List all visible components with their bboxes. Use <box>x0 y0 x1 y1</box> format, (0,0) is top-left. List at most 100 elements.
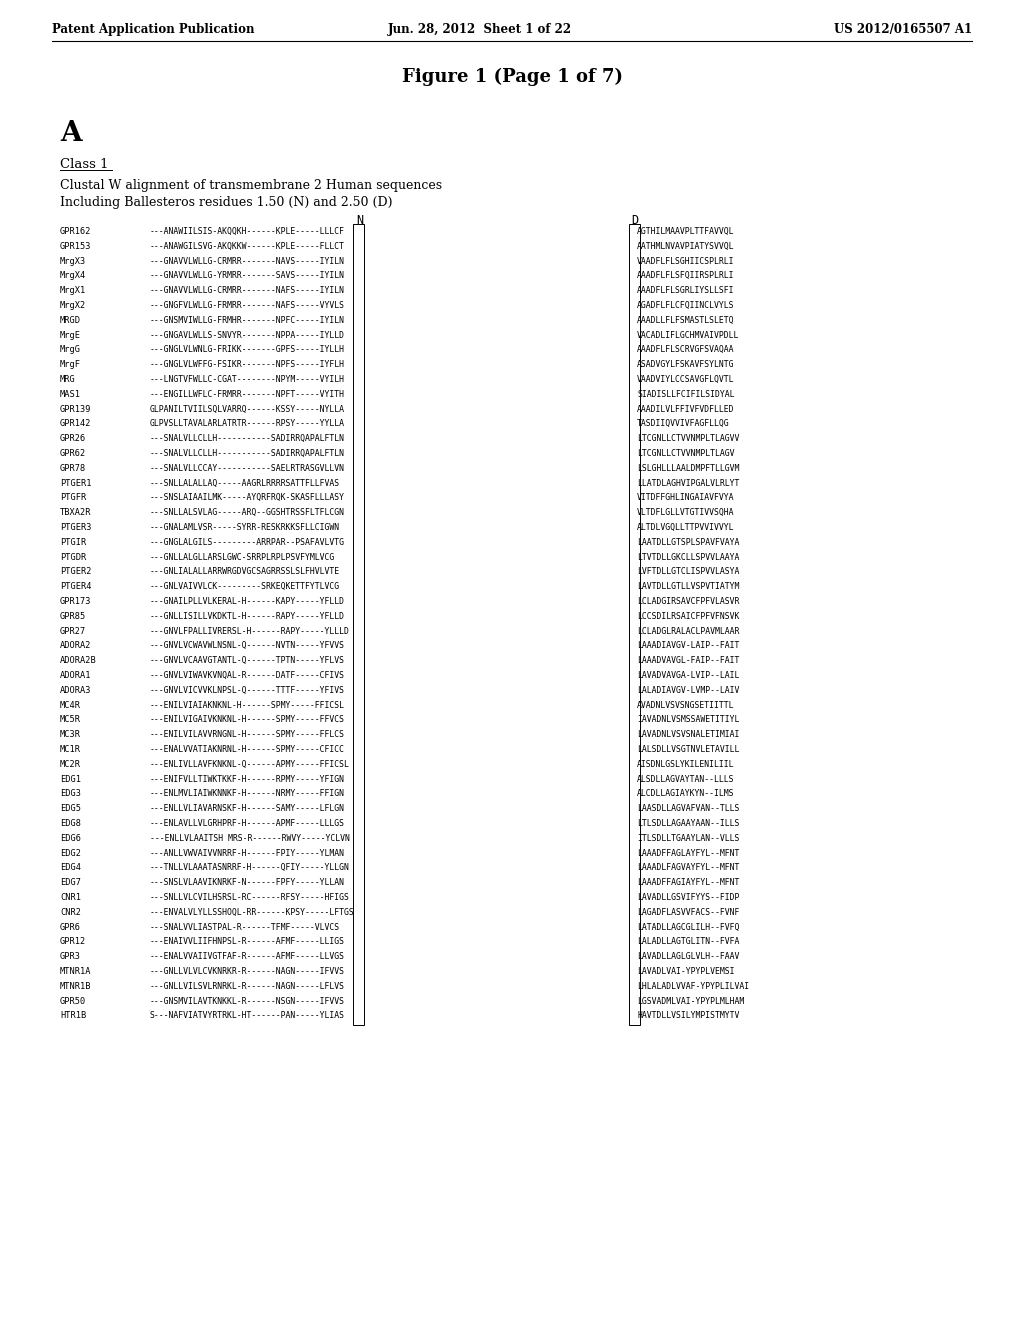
Text: ---GNGLVLWFFG-FSIKR-------NPFS-----IYFLH: ---GNGLVLWFFG-FSIKR-------NPFS-----IYFLH <box>150 360 345 370</box>
Text: ---ENALVVAIIVGTFAF-R------AFMF-----LLVGS: ---ENALVVAIIVGTFAF-R------AFMF-----LLVGS <box>150 952 345 961</box>
Text: ---GNAVVLWLLG-CRMRR-------NAFS-----IYILN: ---GNAVVLWLLG-CRMRR-------NAFS-----IYILN <box>150 286 345 296</box>
Text: ---SNLLVLCVILHSRSL-RC------RFSY-----HFIGS: ---SNLLVLCVILHSRSL-RC------RFSY-----HFIG… <box>150 894 350 902</box>
Text: ---GNLIALALLARRWRGDVGCSAGRRSSLSLFHVLVTE: ---GNLIALALLARRWRGDVGCSAGRRSSLSLFHVLVTE <box>150 568 340 577</box>
Text: LLATDLAGHVIPGALVLRLYT: LLATDLAGHVIPGALVLRLYT <box>637 479 739 487</box>
Text: ---ANAWIILSIS-AKQQKH------KPLE-----LLLCF: ---ANAWIILSIS-AKQQKH------KPLE-----LLLCF <box>150 227 345 236</box>
Text: LALADIAVGV-LVMP--LAIV: LALADIAVGV-LVMP--LAIV <box>637 686 739 694</box>
Text: ---ENAIVVLIIFHNPSL-R------AFMF-----LLIGS: ---ENAIVVLIIFHNPSL-R------AFMF-----LLIGS <box>150 937 345 946</box>
Text: GPR78: GPR78 <box>60 463 86 473</box>
Text: LAASDLLAGVAFVAN--TLLS: LAASDLLAGVAFVAN--TLLS <box>637 804 739 813</box>
Text: ---SNALVLLCCAY-----------SAELRTRASGVLLVN: ---SNALVLLCCAY-----------SAELRTRASGVLLVN <box>150 463 345 473</box>
Text: ---TNLLVLAAATASNRRF-H------QFIY-----YLLGN: ---TNLLVLAAATASNRRF-H------QFIY-----YLLG… <box>150 863 350 873</box>
Text: PTGER1: PTGER1 <box>60 479 91 487</box>
Text: ---GNVLVICVVKLNPSL-Q------TTTF-----YFIVS: ---GNVLVICVVKLNPSL-Q------TTTF-----YFIVS <box>150 686 345 694</box>
Text: HTR1B: HTR1B <box>60 1011 86 1020</box>
Text: ---GNVLVCWAVWLNSNL-Q------NVTN-----YFVVS: ---GNVLVCWAVWLNSNL-Q------NVTN-----YFVVS <box>150 642 345 651</box>
Text: LALADLLAGTGLITN--FVFA: LALADLLAGTGLITN--FVFA <box>637 937 739 946</box>
Text: PTGER4: PTGER4 <box>60 582 91 591</box>
Text: GPR26: GPR26 <box>60 434 86 444</box>
Text: LTLSDLLAGAAYAAN--ILLS: LTLSDLLAGAAYAAN--ILLS <box>637 818 739 828</box>
Text: ---GNLLVLVLCVKNRKR-R------NAGN-----IFVVS: ---GNLLVLVLCVKNRKR-R------NAGN-----IFVVS <box>150 968 345 975</box>
Text: EDG7: EDG7 <box>60 878 81 887</box>
Text: S---NAFVIATVYRTRKL-HT------PAN-----YLIAS: S---NAFVIATVYRTRKL-HT------PAN-----YLIAS <box>150 1011 345 1020</box>
Text: GPR27: GPR27 <box>60 627 86 636</box>
Text: AGADFLFLCFQIINCLVYLS: AGADFLFLCFQIINCLVYLS <box>637 301 734 310</box>
Text: Jun. 28, 2012  Sheet 1 of 22: Jun. 28, 2012 Sheet 1 of 22 <box>388 22 572 36</box>
Text: EDG5: EDG5 <box>60 804 81 813</box>
Text: LAGADFLASVVFACS--FVNF: LAGADFLASVVFACS--FVNF <box>637 908 739 917</box>
Text: ---GNSMVILAVTKNKKL-R------NSGN-----IFVVS: ---GNSMVILAVTKNKKL-R------NSGN-----IFVVS <box>150 997 345 1006</box>
Text: ---SNSLAIAAILMK-----AYQRFRQK-SKASFLLLASY: ---SNSLAIAAILMK-----AYQRFRQK-SKASFLLLASY <box>150 494 345 503</box>
Text: GPR85: GPR85 <box>60 611 86 620</box>
Text: MAS1: MAS1 <box>60 389 81 399</box>
Text: PTGER2: PTGER2 <box>60 568 91 577</box>
Text: ITLSDLLTGAAYLAN--VLLS: ITLSDLLTGAAYLAN--VLLS <box>637 834 739 842</box>
Text: AAADFLFLSFQIIRSPLRLI: AAADFLFLSFQIIRSPLRLI <box>637 272 734 280</box>
Text: ---ANAWGILSVG-AKQKKW------KPLE-----FLLCT: ---ANAWGILSVG-AKQKKW------KPLE-----FLLCT <box>150 242 345 251</box>
Bar <box>629 224 640 1026</box>
Text: ---SNALVLLCLLH-----------SADIRRQAPALFTLN: ---SNALVLLCLLH-----------SADIRRQAPALFTLN <box>150 449 345 458</box>
Text: AAADFLFLSGRLIYSLLSFI: AAADFLFLSGRLIYSLLSFI <box>637 286 734 296</box>
Text: Patent Application Publication: Patent Application Publication <box>52 22 255 36</box>
Text: ADORA1: ADORA1 <box>60 671 91 680</box>
Text: TASDIIQVVIVFAGFLLQG: TASDIIQVVIVFAGFLLQG <box>637 420 730 429</box>
Text: US 2012/0165507 A1: US 2012/0165507 A1 <box>834 22 972 36</box>
Text: EDG6: EDG6 <box>60 834 81 842</box>
Text: ---ENGILLWFLC-FRMRR-------NPFT-----VYITH: ---ENGILLWFLC-FRMRR-------NPFT-----VYITH <box>150 389 345 399</box>
Text: ---GNGFVLWLLG-FRMRR-------NAFS-----VYVLS: ---GNGFVLWLLG-FRMRR-------NAFS-----VYVLS <box>150 301 345 310</box>
Text: VAADFLFLSGHIICSPLRLI: VAADFLFLSGHIICSPLRLI <box>637 256 734 265</box>
Text: MrgX1: MrgX1 <box>60 286 86 296</box>
Text: ---GNAILPLLVLKERAL-H------KAPY-----YFLLD: ---GNAILPLLVLKERAL-H------KAPY-----YFLLD <box>150 597 345 606</box>
Text: ---GNLLVILSVLRNRKL-R------NAGN-----LFLVS: ---GNLLVILSVLRNRKL-R------NAGN-----LFLVS <box>150 982 345 991</box>
Text: ALCDLLAGIAYKYN--ILMS: ALCDLLAGIAYKYN--ILMS <box>637 789 734 799</box>
Text: MrgE: MrgE <box>60 330 81 339</box>
Text: GPR12: GPR12 <box>60 937 86 946</box>
Text: EDG4: EDG4 <box>60 863 81 873</box>
Text: VAADVIYLCCSAVGFLQVTL: VAADVIYLCCSAVGFLQVTL <box>637 375 734 384</box>
Text: EDG2: EDG2 <box>60 849 81 858</box>
Text: ADORA2: ADORA2 <box>60 642 91 651</box>
Text: MTNR1B: MTNR1B <box>60 982 91 991</box>
Text: VACADLIFLGCHMVAIVPDLL: VACADLIFLGCHMVAIVPDLL <box>637 330 739 339</box>
Text: Figure 1 (Page 1 of 7): Figure 1 (Page 1 of 7) <box>401 69 623 86</box>
Text: GPR173: GPR173 <box>60 597 91 606</box>
Text: ---ENLIVLLAVFKNKNL-Q------APMY-----FFICSL: ---ENLIVLLAVFKNKNL-Q------APMY-----FFICS… <box>150 760 350 768</box>
Text: PTGDR: PTGDR <box>60 553 86 561</box>
Text: LAAADVAVGL-FAIP--FAIT: LAAADVAVGL-FAIP--FAIT <box>637 656 739 665</box>
Text: ADORA2B: ADORA2B <box>60 656 96 665</box>
Text: ---ENVALVLYLLSSHOQL-RR------KPSY-----LFTGS: ---ENVALVLYLLSSHOQL-RR------KPSY-----LFT… <box>150 908 354 917</box>
Text: D: D <box>632 214 639 227</box>
Text: ---SNLLALSVLAG-----ARQ--GGSHTRSSFLTFLCGN: ---SNLLALSVLAG-----ARQ--GGSHTRSSFLTFLCGN <box>150 508 345 517</box>
Text: LCCSDILRSAICFPFVFNSVK: LCCSDILRSAICFPFVFNSVK <box>637 611 739 620</box>
Text: LVFTDLLGTCLISPVVLASYA: LVFTDLLGTCLISPVVLASYA <box>637 568 739 577</box>
Text: CNR2: CNR2 <box>60 908 81 917</box>
Text: GPR50: GPR50 <box>60 997 86 1006</box>
Text: ---SNSLVLAAVIKNRKF-N------FPFY-----YLLAN: ---SNSLVLAAVIKNRKF-N------FPFY-----YLLAN <box>150 878 345 887</box>
Text: ---GNLLISILLVKDKTL-H------RAPY-----YFLLD: ---GNLLISILLVKDKTL-H------RAPY-----YFLLD <box>150 611 345 620</box>
Text: GLPANILTVIILSQLVARRQ------KSSY-----NYLLA: GLPANILTVIILSQLVARRQ------KSSY-----NYLLA <box>150 405 345 413</box>
Text: LSLGHLLLAALDMPFTLLGVM: LSLGHLLLAALDMPFTLLGVM <box>637 463 739 473</box>
Text: TBXA2R: TBXA2R <box>60 508 91 517</box>
Text: ---ENLAVLLVLGRHPRF-H------APMF-----LLLGS: ---ENLAVLLVLGRHPRF-H------APMF-----LLLGS <box>150 818 345 828</box>
Text: LAVADLLAGLGLVLH--FAAV: LAVADLLAGLGLVLH--FAAV <box>637 952 739 961</box>
Text: AAADLLFLFSMASTLSLETQ: AAADLLFLFSMASTLSLETQ <box>637 315 734 325</box>
Text: SIADISLLFCIFILSIDYAL: SIADISLLFCIFILSIDYAL <box>637 389 734 399</box>
Text: VLTDFLGLLVTGTIVVSQHA: VLTDFLGLLVTGTIVVSQHA <box>637 508 734 517</box>
Text: ---GNALAMLVSR-----SYRR-RESKRKKSFLLCIGWN: ---GNALAMLVSR-----SYRR-RESKRKKSFLLCIGWN <box>150 523 340 532</box>
Text: LTCGNLLCTVVNMPLTLAGV: LTCGNLLCTVVNMPLTLAGV <box>637 449 734 458</box>
Text: IAVADNLVSMSSAWETITIYL: IAVADNLVSMSSAWETITIYL <box>637 715 739 725</box>
Text: ---GNGLVLWNLG-FRIKK-------GPFS-----IYLLH: ---GNGLVLWNLG-FRIKK-------GPFS-----IYLLH <box>150 346 345 354</box>
Text: Clustal W alignment of transmembrane 2 Human sequences: Clustal W alignment of transmembrane 2 H… <box>60 180 442 191</box>
Text: LAAADLFAGVAYFYL--MFNT: LAAADLFAGVAYFYL--MFNT <box>637 863 739 873</box>
Text: ALTDLVGQLLTTPVVIVVYL: ALTDLVGQLLTTPVVIVVYL <box>637 523 734 532</box>
Text: ---ENILVILAVVRNGNL-H------SPMY-----FFLCS: ---ENILVILAVVRNGNL-H------SPMY-----FFLCS <box>150 730 345 739</box>
Text: MC5R: MC5R <box>60 715 81 725</box>
Text: ---ANLLVWVAIVVNRRF-H------FPIY-----YLMAN: ---ANLLVWVAIVVNRRF-H------FPIY-----YLMAN <box>150 849 345 858</box>
Text: MC3R: MC3R <box>60 730 81 739</box>
Text: LALSDLLVSGTNVLETAVILL: LALSDLLVSGTNVLETAVILL <box>637 744 739 754</box>
Text: GLPVSLLTAVALARLATRTR------RPSY-----YYLLA: GLPVSLLTAVALARLATRTR------RPSY-----YYLLA <box>150 420 345 429</box>
Text: MrgX2: MrgX2 <box>60 301 86 310</box>
Text: GPR3: GPR3 <box>60 952 81 961</box>
Text: GPR162: GPR162 <box>60 227 91 236</box>
Text: ---ENALVVATIAKNRNL-H------SPMY-----CFICC: ---ENALVVATIAKNRNL-H------SPMY-----CFICC <box>150 744 345 754</box>
